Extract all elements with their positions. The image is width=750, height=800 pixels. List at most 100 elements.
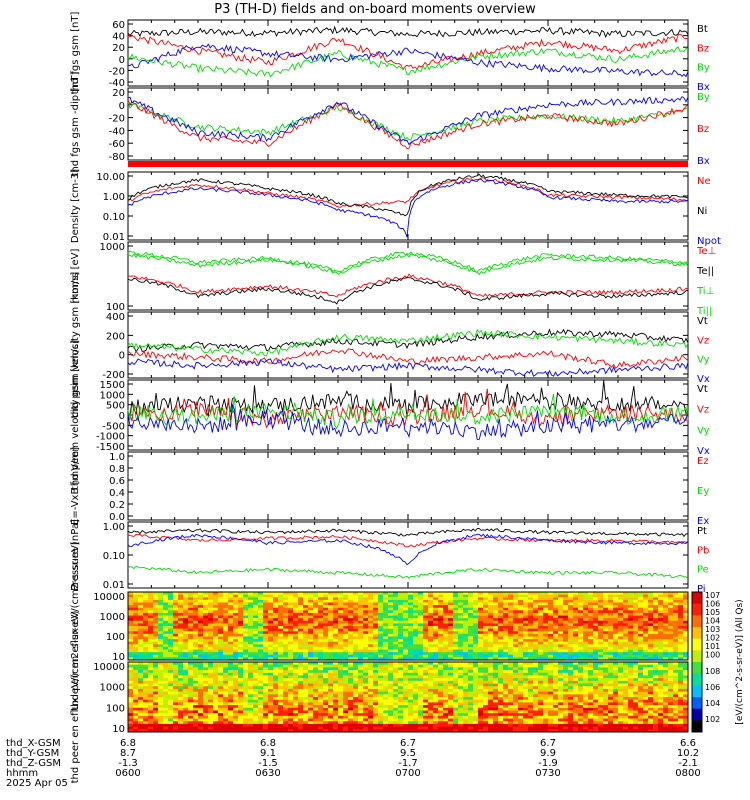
- heatmap-cell: [338, 723, 344, 728]
- heatmap-cell: [268, 710, 274, 714]
- heatmap-cell: [343, 649, 349, 653]
- heatmap-cell: [308, 664, 314, 668]
- heatmap-cell: [578, 594, 584, 598]
- heatmap-cell: [518, 597, 524, 601]
- heatmap-cell: [343, 657, 349, 661]
- heatmap-cell: [373, 646, 379, 650]
- heatmap-cell: [228, 612, 234, 616]
- heatmap-cell: [303, 646, 309, 650]
- heatmap-cell: [153, 631, 159, 635]
- heatmap-cell: [283, 599, 289, 603]
- heatmap-cell: [218, 662, 224, 666]
- heatmap-cell: [293, 623, 299, 627]
- heatmap-cell: [128, 612, 134, 616]
- heatmap-cell: [388, 592, 394, 596]
- heatmap-cell: [188, 726, 194, 730]
- legend-ne: Ne: [697, 176, 711, 187]
- heatmap-cell: [368, 620, 374, 624]
- heatmap-cell: [168, 691, 174, 695]
- heatmap-cell: [658, 612, 664, 616]
- heatmap-cell: [328, 610, 334, 614]
- heatmap-cell: [383, 686, 389, 690]
- heatmap-cell: [153, 644, 159, 648]
- heatmap-cell: [348, 710, 354, 714]
- heatmap-cell: [218, 605, 224, 609]
- heatmap-cell: [273, 702, 279, 706]
- heatmap-cell: [338, 594, 344, 598]
- heatmap-cell: [173, 652, 179, 656]
- heatmap-cell: [328, 612, 334, 616]
- heatmap-cell: [563, 641, 569, 645]
- heatmap-cell: [143, 729, 149, 733]
- heatmap-cell: [263, 699, 269, 703]
- heatmap-cell: [268, 683, 274, 687]
- heatmap-cell: [383, 602, 389, 606]
- heatmap-cell: [588, 599, 594, 603]
- heatmap-cell: [578, 644, 584, 648]
- heatmap-cell: [213, 631, 219, 635]
- heatmap-cell: [533, 602, 539, 606]
- heatmap-cell: [658, 639, 664, 643]
- heatmap-cell: [633, 607, 639, 611]
- heatmap-cell: [138, 610, 144, 614]
- heatmap-cell: [673, 652, 679, 656]
- heatmap-cell: [253, 628, 259, 632]
- heatmap-cell: [128, 678, 134, 682]
- heatmap-cell: [178, 620, 184, 624]
- heatmap-cell: [193, 633, 199, 637]
- heatmap-cell: [203, 678, 209, 682]
- heatmap-cell: [323, 723, 329, 728]
- heatmap-cell: [363, 680, 369, 684]
- heatmap-cell: [128, 592, 134, 596]
- heatmap-cell: [243, 707, 249, 711]
- heatmap-cell: [443, 649, 449, 653]
- heatmap-cell: [508, 599, 514, 603]
- heatmap-cell: [353, 657, 359, 661]
- heatmap-cell: [583, 592, 589, 596]
- heatmap-cell: [423, 605, 429, 609]
- heatmap-cell: [473, 641, 479, 645]
- heatmap-cell: [313, 644, 319, 648]
- heatmap-cell: [233, 602, 239, 606]
- heatmap-cell: [253, 667, 259, 671]
- heatmap-cell: [193, 662, 199, 666]
- heatmap-cell: [138, 636, 144, 640]
- heatmap-cell: [128, 715, 134, 719]
- heatmap-cell: [473, 599, 479, 603]
- heatmap-cell: [673, 644, 679, 648]
- heatmap-cell: [588, 639, 594, 643]
- heatmap-cell: [178, 607, 184, 611]
- heatmap-cell: [318, 636, 324, 640]
- heatmap-cell: [218, 683, 224, 687]
- heatmap-cell: [143, 702, 149, 706]
- heatmap-cell: [243, 723, 249, 728]
- heatmap-cell: [213, 667, 219, 671]
- heatmap-cell: [173, 702, 179, 706]
- heatmap-cell: [178, 646, 184, 650]
- heatmap-cell: [643, 618, 649, 622]
- heatmap-cell: [188, 697, 194, 701]
- heatmap-cell: [528, 597, 534, 601]
- heatmap-cell: [468, 626, 474, 630]
- heatmap-cell: [178, 654, 184, 658]
- heatmap-cell: [243, 615, 249, 619]
- heatmap-cell: [428, 623, 434, 627]
- heatmap-cell: [143, 607, 149, 611]
- heatmap-cell: [553, 618, 559, 622]
- heatmap-cell: [463, 626, 469, 630]
- heatmap-cell: [273, 618, 279, 622]
- heatmap-cell: [188, 723, 194, 728]
- heatmap-cell: [268, 605, 274, 609]
- heatmap-cell: [268, 610, 274, 614]
- heatmap-cell: [233, 620, 239, 624]
- heatmap-cell: [343, 654, 349, 658]
- heatmap-cell: [468, 623, 474, 627]
- heatmap-cell: [173, 721, 179, 725]
- heatmap-cell: [213, 639, 219, 643]
- heatmap-cell: [408, 628, 414, 632]
- heatmap-cell: [193, 594, 199, 598]
- heatmap-cell: [573, 597, 579, 601]
- heatmap-cell: [483, 623, 489, 627]
